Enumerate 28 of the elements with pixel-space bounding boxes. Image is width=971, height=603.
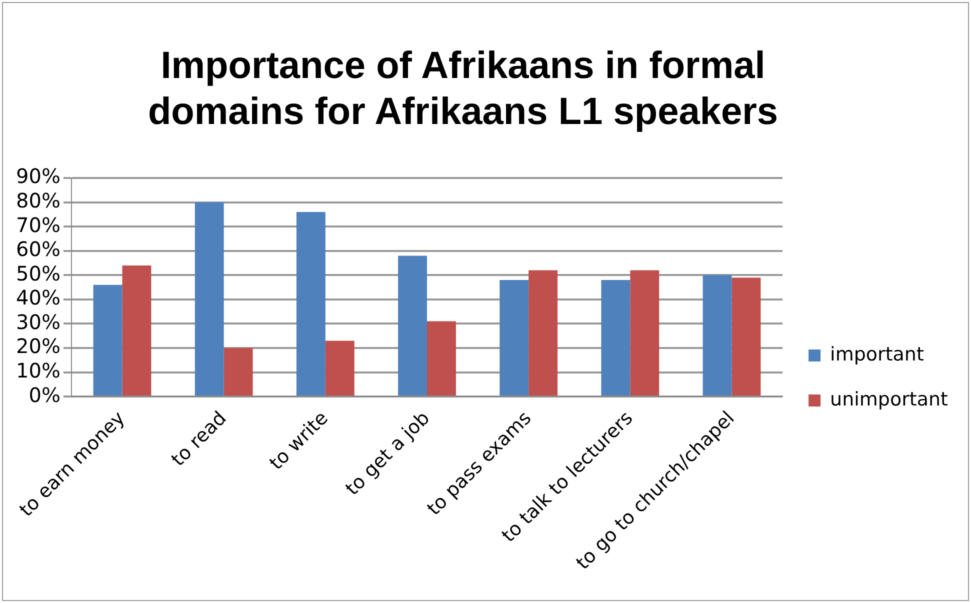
y-tick-label: 80% bbox=[16, 188, 60, 212]
bar bbox=[500, 280, 529, 396]
bar bbox=[732, 278, 761, 396]
y-tick-label: 0% bbox=[28, 382, 60, 407]
legend-label: unimportant bbox=[830, 388, 948, 410]
bar bbox=[702, 275, 732, 396]
bar bbox=[427, 321, 456, 396]
y-tick-label: 40% bbox=[16, 286, 60, 310]
bar bbox=[194, 202, 224, 396]
bar bbox=[528, 270, 558, 396]
y-tick-label: 10% bbox=[16, 358, 60, 383]
bar bbox=[224, 348, 253, 396]
x-tick-label: to get a job bbox=[341, 407, 434, 500]
y-tick-label: 90% bbox=[16, 164, 60, 188]
y-tick-label: 20% bbox=[16, 334, 60, 358]
chart-title: Importance of Afrikaans in formal domains for Afrikaans L1 speakers bbox=[146, 44, 780, 135]
bar bbox=[601, 280, 630, 396]
bar bbox=[630, 270, 660, 396]
y-tick-label: 30% bbox=[16, 310, 60, 334]
legend-label: important bbox=[830, 343, 924, 366]
y-tick-label: 70% bbox=[16, 212, 60, 237]
bar bbox=[398, 256, 427, 396]
bar bbox=[122, 265, 152, 396]
bar bbox=[93, 284, 122, 396]
bar bbox=[325, 340, 354, 396]
y-tick-label: 60% bbox=[16, 237, 60, 262]
y-tick-label: 50% bbox=[16, 261, 60, 286]
bar bbox=[296, 212, 326, 396]
